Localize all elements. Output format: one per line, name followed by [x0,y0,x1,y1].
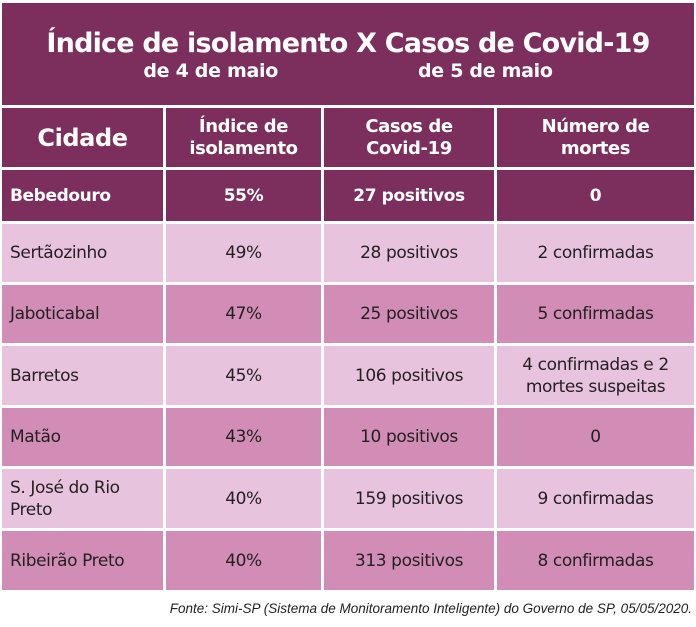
cell-cidade: Matão [2,408,163,466]
cell-mortes: 0 [497,170,694,221]
covid-table-infographic: Índice de isolamento X Casos de Covid-19… [2,3,694,590]
cell-cidade: Ribeirão Preto [2,531,163,590]
cell-cidade: S. José do Rio Preto [2,469,163,528]
cell-cidade: Jaboticabal [2,285,163,343]
subtitle-left: de 4 de maio [143,60,278,82]
cell-isolamento: 55% [166,170,321,221]
header-mortes: Número de mortes [497,108,694,167]
cell-mortes: 2 confirmadas [497,224,694,282]
cell-isolamento: 49% [166,224,321,282]
cell-casos: 159 positivos [324,469,494,528]
cell-isolamento: 40% [166,469,321,528]
cell-isolamento: 45% [166,346,321,405]
cell-mortes: 5 confirmadas [497,285,694,343]
source-footer: Fonte: Simi-SP (Sistema de Monitoramento… [169,601,692,616]
cell-mortes: 4 confirmadas e 2 mortes suspeitas [497,346,694,405]
cell-cidade: Sertãozinho [2,224,163,282]
cell-casos: 106 positivos [324,346,494,405]
data-table: Cidade Índice de isolamento Casos de Cov… [2,108,694,590]
header-isolamento: Índice de isolamento [166,108,321,167]
cell-cidade: Bebedouro [2,170,163,221]
cell-cidade: Barretos [2,346,163,405]
cell-isolamento: 40% [166,531,321,590]
header-cidade: Cidade [2,108,163,167]
title-band: Índice de isolamento X Casos de Covid-19… [2,3,694,105]
cell-isolamento: 43% [166,408,321,466]
page-title: Índice de isolamento X Casos de Covid-19 [46,28,650,59]
subtitle-right: de 5 de maio [418,60,553,82]
cell-casos: 10 positivos [324,408,494,466]
cell-mortes: 8 confirmadas [497,531,694,590]
cell-casos: 25 positivos [324,285,494,343]
cell-casos: 313 positivos [324,531,494,590]
cell-mortes: 9 confirmadas [497,469,694,528]
cell-casos: 28 positivos [324,224,494,282]
header-casos: Casos de Covid-19 [324,108,494,167]
cell-mortes: 0 [497,408,694,466]
cell-isolamento: 47% [166,285,321,343]
cell-casos: 27 positivos [324,170,494,221]
